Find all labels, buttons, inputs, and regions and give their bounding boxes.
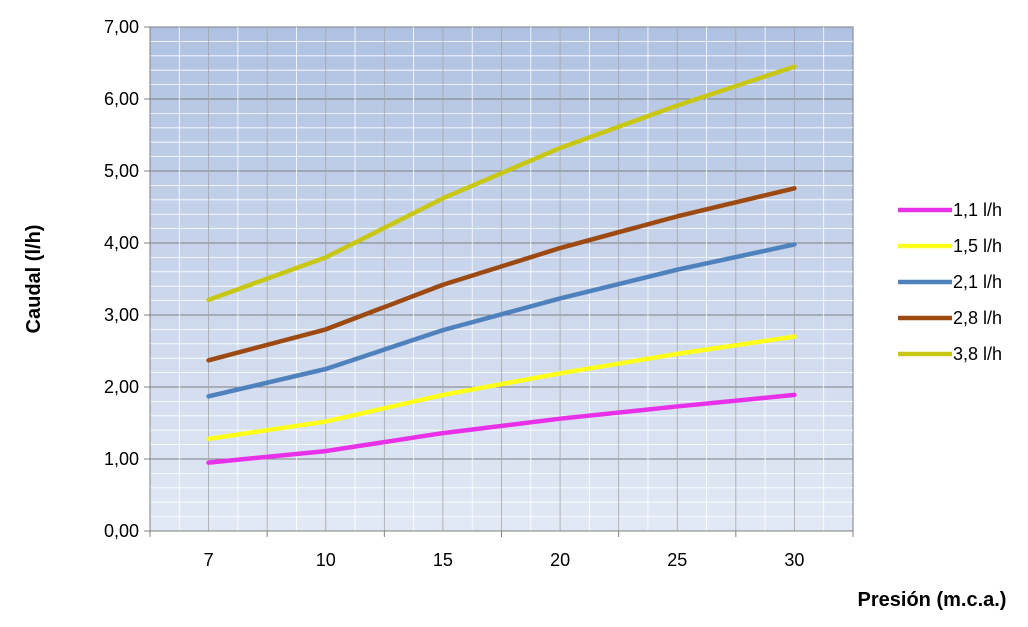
x-tick-label: 7: [204, 550, 214, 570]
series-line: [206, 334, 797, 442]
legend-item: 1,1 l/h: [898, 200, 1002, 220]
x-tick-label: 15: [433, 550, 453, 570]
series-line: [206, 64, 797, 303]
legend-item: 2,8 l/h: [898, 308, 1002, 328]
x-tick-label: 10: [316, 550, 336, 570]
y-tick-label: 1,00: [104, 449, 139, 469]
y-tick-label: 4,00: [104, 233, 139, 253]
x-tick-label: 20: [550, 550, 570, 570]
series-line: [206, 186, 797, 363]
y-tick-label: 2,00: [104, 377, 139, 397]
legend: 1,1 l/h 1,5 l/h 2,1 l/h 2,8 l/h 3,8 l/h: [898, 200, 1002, 364]
legend-label: 1,5 l/h: [953, 236, 1002, 256]
axes: 0,00 1,00 2,00 3,00 4,00 5,00 6,00 7,00 7 10 15 20 2…: [104, 17, 854, 570]
y-tick-label: 3,00: [104, 305, 139, 325]
y-axis-title: Caudal (l/h): [23, 225, 45, 334]
y-tick-label: 6,00: [104, 89, 139, 109]
legend-label: 2,8 l/h: [953, 308, 1002, 328]
x-tick-label: 30: [784, 550, 804, 570]
x-tick-label: 25: [667, 550, 687, 570]
y-tick-label: 5,00: [104, 161, 139, 181]
legend-item: 3,8 l/h: [898, 344, 1002, 364]
legend-item: 1,5 l/h: [898, 236, 1002, 256]
series-line: [206, 392, 797, 465]
series-lines: [206, 64, 797, 465]
legend-label: 3,8 l/h: [953, 344, 1002, 364]
y-tick-label: 0,00: [104, 521, 139, 541]
x-axis-title: Presión (m.c.a.): [858, 589, 1007, 611]
y-tick-label: 7,00: [104, 17, 139, 37]
legend-item: 2,1 l/h: [898, 272, 1002, 292]
legend-label: 1,1 l/h: [953, 200, 1002, 220]
legend-label: 2,1 l/h: [953, 272, 1002, 292]
grid: [150, 27, 853, 531]
series-line: [206, 242, 797, 399]
